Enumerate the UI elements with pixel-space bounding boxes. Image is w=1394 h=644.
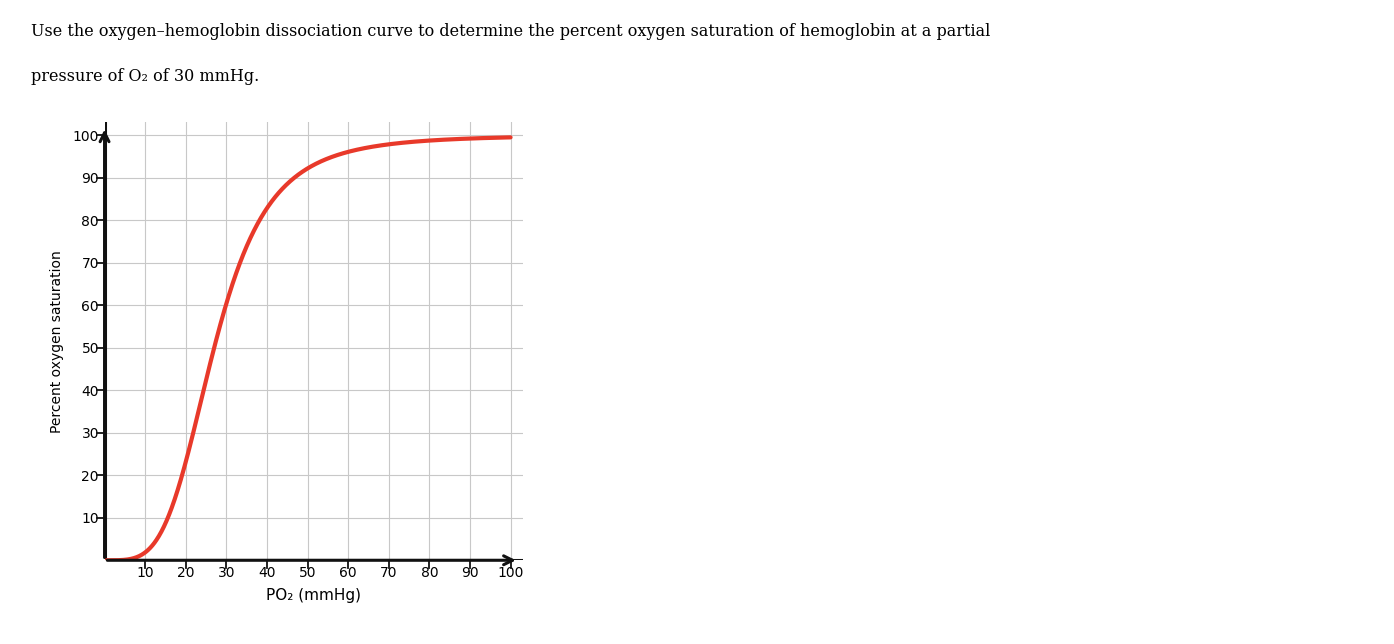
Text: pressure of O₂ of 30 mmHg.: pressure of O₂ of 30 mmHg. — [31, 68, 259, 84]
Text: Use the oxygen–hemoglobin dissociation curve to determine the percent oxygen sat: Use the oxygen–hemoglobin dissociation c… — [31, 23, 990, 39]
Y-axis label: Percent oxygen saturation: Percent oxygen saturation — [50, 250, 64, 433]
X-axis label: PO₂ (mmHg): PO₂ (mmHg) — [266, 588, 361, 603]
